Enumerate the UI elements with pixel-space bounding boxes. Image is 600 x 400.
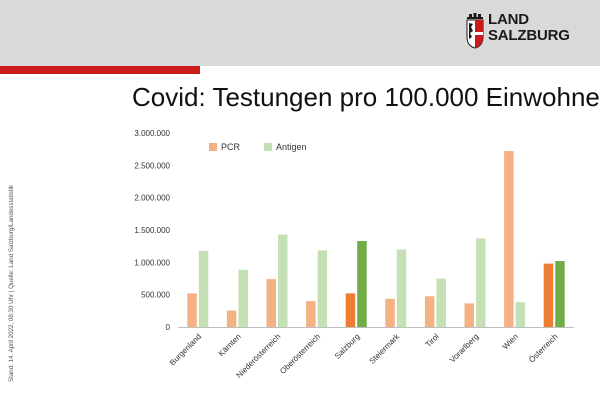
legend-swatch bbox=[209, 143, 217, 151]
bar-pcr bbox=[345, 293, 356, 327]
x-tick-label: Wien bbox=[501, 332, 520, 351]
y-tick-label: 2.500.000 bbox=[134, 161, 170, 170]
y-axis: 0 500.000 1.000.000 1.500.000 2.000.000 2.500… bbox=[134, 129, 170, 332]
header-bar bbox=[0, 0, 600, 66]
bar-antigen bbox=[555, 261, 565, 327]
land-salzburg-logo: LAND SALZBURG bbox=[466, 12, 586, 52]
bar-antigen bbox=[198, 251, 209, 327]
salzburg-crest-icon bbox=[466, 13, 484, 49]
accent-line bbox=[0, 66, 200, 74]
x-tick-label: Salzburg bbox=[333, 332, 362, 361]
bar-pcr bbox=[424, 296, 435, 327]
x-tick-label: Burgenland bbox=[168, 332, 203, 367]
legend: PCR Antigen bbox=[209, 142, 307, 152]
x-tick-label: Kärnten bbox=[217, 332, 243, 358]
bar-pcr bbox=[464, 303, 474, 327]
bar-pcr bbox=[226, 310, 237, 327]
bar-pcr bbox=[266, 279, 276, 327]
bar-pcr bbox=[543, 263, 554, 327]
bar-antigen bbox=[436, 278, 446, 327]
y-tick-label: 1.500.000 bbox=[134, 226, 170, 235]
bar-pcr bbox=[385, 298, 395, 327]
bar-antigen bbox=[357, 240, 367, 327]
bar-pcr bbox=[187, 293, 197, 327]
bar-antigen bbox=[317, 250, 328, 327]
legend-swatch bbox=[264, 143, 272, 151]
logo-line-1: LAND bbox=[488, 11, 529, 28]
legend-label: Antigen bbox=[276, 142, 307, 152]
x-tick-label: Oberösterreich bbox=[278, 332, 322, 376]
bar-pcr bbox=[306, 301, 316, 327]
logo-line-2: SALZBURG bbox=[488, 27, 570, 44]
logo-text: LAND SALZBURG bbox=[488, 12, 570, 44]
bar-antigen bbox=[396, 249, 407, 327]
bar-antigen bbox=[476, 238, 486, 327]
y-tick-label: 0 bbox=[166, 323, 171, 332]
x-tick-label: Vorarlberg bbox=[448, 332, 480, 364]
x-tick-label: Österreich bbox=[527, 332, 559, 364]
bar-antigen bbox=[238, 269, 248, 327]
y-tick-label: 2.000.000 bbox=[134, 194, 170, 203]
x-tick-label: Steiermark bbox=[367, 331, 401, 365]
bar-antigen bbox=[278, 234, 288, 327]
y-tick-label: 500.000 bbox=[141, 291, 170, 300]
bar-pcr bbox=[504, 151, 514, 327]
y-tick-label: 3.000.000 bbox=[134, 129, 170, 138]
y-tick-label: 1.000.000 bbox=[134, 258, 170, 267]
legend-label: PCR bbox=[221, 142, 241, 152]
x-axis: Burgenland KärntenNiederösterreichOberöst… bbox=[168, 327, 574, 380]
x-tick-label: Tirol bbox=[424, 332, 441, 349]
bars bbox=[187, 151, 565, 327]
bar-antigen bbox=[515, 302, 526, 327]
page-title: Covid: Testungen pro 100.000 Einwohner bbox=[132, 82, 600, 112]
